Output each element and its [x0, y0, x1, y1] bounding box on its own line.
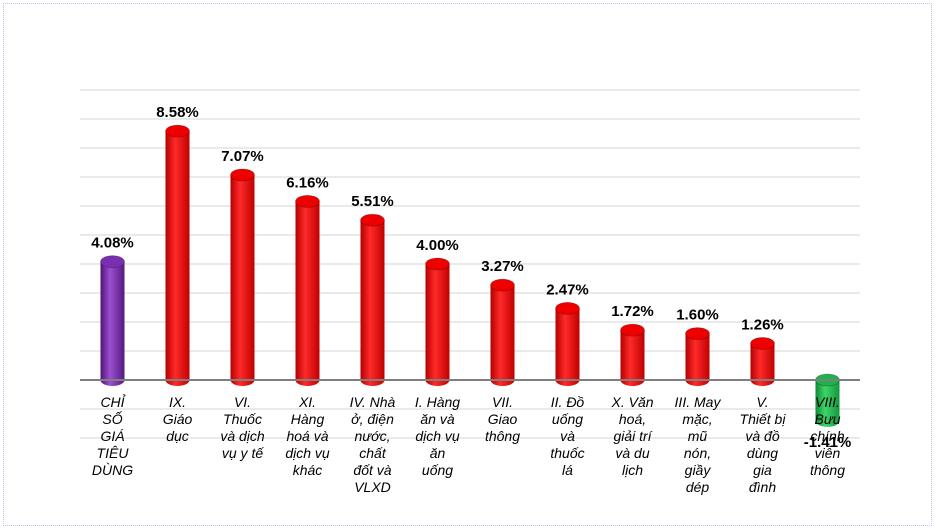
bars — [100, 124, 840, 427]
bar-cap — [100, 255, 125, 269]
bar-cap — [490, 278, 515, 292]
bar — [425, 257, 450, 386]
category-label: CHỈ SỐ GIÁ TIÊU DÙNG — [92, 393, 133, 478]
data-label: 5.51% — [351, 193, 394, 210]
category-label: VII. Giao thông — [485, 394, 520, 444]
bar-base — [815, 414, 840, 427]
data-label: 6.16% — [286, 174, 329, 191]
category-label: I. Hàng ăn và dịch vụ ăn uống — [415, 394, 460, 478]
data-label: 1.60% — [676, 307, 719, 324]
category-label: V. Thiết bị và đồ dùng gia đình — [740, 394, 787, 495]
bar — [100, 255, 125, 386]
bar-cap — [295, 194, 320, 208]
bar-cap — [620, 323, 645, 337]
data-label: 8.58% — [156, 104, 199, 121]
gridlines — [80, 89, 860, 439]
data-label: 7.07% — [221, 148, 264, 165]
bar-body — [360, 220, 385, 380]
category-label: X. Văn hoá, giải trí và du lịch — [610, 394, 653, 478]
category-label: IX. Giáo dục — [163, 394, 193, 444]
bar — [490, 278, 515, 386]
bar — [815, 373, 840, 427]
data-label: 1.72% — [611, 303, 654, 320]
data-label: 1.26% — [741, 316, 784, 333]
bar-body — [750, 343, 775, 380]
category-label: III. May mặc, mũ nón, giầy dép — [675, 394, 722, 495]
bar-body — [230, 174, 255, 380]
bar — [230, 168, 255, 386]
bar-body — [165, 131, 190, 380]
bar-body — [490, 285, 515, 380]
data-label: 4.00% — [416, 237, 459, 254]
bar-cap — [685, 327, 710, 341]
bar-body — [685, 333, 710, 380]
value-labels: 4.08% 8.58% 7.07% 6.16% 5.51% 4.00% 3.27% 2.47%… — [91, 104, 851, 451]
category-label: VI. Thuốc và dịch vụ y tế — [220, 394, 265, 461]
bar-cap — [230, 168, 255, 182]
bar-body — [425, 264, 450, 380]
chart-frame — [3, 3, 932, 526]
bar — [750, 337, 775, 386]
bar — [165, 124, 190, 386]
bar-body — [100, 261, 125, 380]
bar-body — [620, 330, 645, 380]
category-label: XI. Hàng hoá và dịch vụ khác — [285, 394, 330, 478]
bar-body — [555, 308, 580, 380]
bar-cap — [425, 257, 450, 271]
bar — [685, 327, 710, 386]
data-label: 4.08% — [91, 235, 134, 252]
bar — [620, 323, 645, 386]
category-labels: CHỈ SỐ GIÁ TIÊU DÙNG IX. Giáo dục VI. Thuốc và dịc… — [92, 393, 845, 495]
data-label: 2.47% — [546, 281, 589, 298]
bar-cap — [360, 213, 385, 227]
bar-cap — [555, 301, 580, 315]
category-label: II. Đồ uống và thuốc lá — [550, 394, 584, 478]
data-label: 3.27% — [481, 258, 524, 275]
bar — [360, 213, 385, 386]
data-label: -1.41% — [804, 434, 852, 451]
category-label: IV. Nhà ở, điện nước, chất đốt và VLXD — [350, 394, 396, 495]
bar-cap — [750, 337, 775, 350]
bar-body — [295, 201, 320, 380]
bar-body — [815, 380, 840, 421]
category-label: VIII. Bưu chính viễn thông — [810, 394, 845, 478]
bar-cap — [165, 124, 190, 138]
bar — [555, 301, 580, 386]
bar — [295, 194, 320, 386]
